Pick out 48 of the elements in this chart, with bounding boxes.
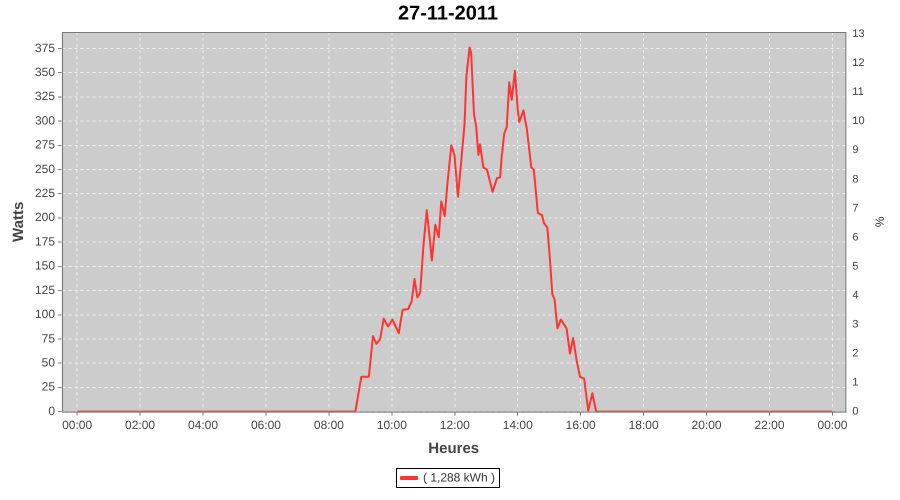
y2-tick-label: 6 — [852, 231, 858, 244]
x-tick-label: 10:00 — [376, 418, 408, 432]
y2-tick-label: 1 — [852, 376, 858, 389]
y2-tick-label: 5 — [852, 260, 858, 272]
y-tick-label: 250 — [34, 162, 56, 176]
y2-tick-label: 9 — [852, 144, 858, 156]
x-tick-label: 20:00 — [692, 418, 722, 432]
y-tick-label: 375 — [34, 40, 56, 55]
y2-tick-label: 11 — [852, 86, 864, 98]
x-tick-label: 12:00 — [440, 418, 470, 432]
y-tick-label: 25 — [42, 380, 56, 394]
x-tick-label: 16:00 — [566, 418, 596, 432]
y-tick-label: 200 — [34, 210, 56, 224]
y-tick-label: 350 — [34, 64, 56, 79]
y-tick-label: 125 — [34, 282, 56, 297]
x-tick-label: 22:00 — [754, 418, 785, 432]
chart-title: 27-11-2011 — [398, 2, 498, 25]
x-tick-label: 00:00 — [817, 418, 848, 432]
y-tick-label: 0 — [48, 404, 56, 418]
y-tick-label: 300 — [34, 113, 56, 128]
y2-tick-label: 13 — [852, 28, 865, 40]
y2-tick-label: 10 — [852, 115, 865, 128]
y-tick-label: 150 — [34, 258, 56, 273]
y-tick-label: 225 — [34, 186, 56, 200]
y2-tick-label: 4 — [852, 289, 858, 302]
y2-tick-label: 0 — [852, 406, 858, 418]
x-tick-label: 08:00 — [314, 418, 344, 432]
y-tick-label: 50 — [42, 355, 56, 370]
y-axis-title: Watts — [10, 202, 28, 242]
x-tick-label: 04:00 — [188, 418, 218, 432]
x-tick-label: 02:00 — [125, 418, 156, 432]
y-tick-label: 275 — [34, 138, 56, 152]
x-tick-label: 14:00 — [502, 418, 534, 432]
y2-tick-label: 2 — [852, 348, 858, 360]
x-tick-label: 00:00 — [62, 418, 92, 432]
y2-tick-label: 8 — [852, 173, 858, 186]
x-axis-title: Heures — [428, 440, 480, 458]
y-tick-label: 175 — [34, 234, 56, 248]
y-tick-label: 100 — [34, 307, 56, 322]
x-tick-label: 18:00 — [628, 418, 659, 432]
y2-tick-label: 3 — [852, 318, 858, 330]
legend-label: ( 1,288 kWh ) — [422, 470, 496, 484]
y2-tick-label: 12 — [852, 57, 865, 70]
x-tick-label: 06:00 — [250, 418, 282, 432]
y-tick-label: 75 — [42, 331, 56, 346]
y-tick-label: 325 — [34, 89, 56, 104]
y2-axis-title: % — [872, 216, 886, 228]
y2-tick-label: 7 — [852, 202, 858, 214]
